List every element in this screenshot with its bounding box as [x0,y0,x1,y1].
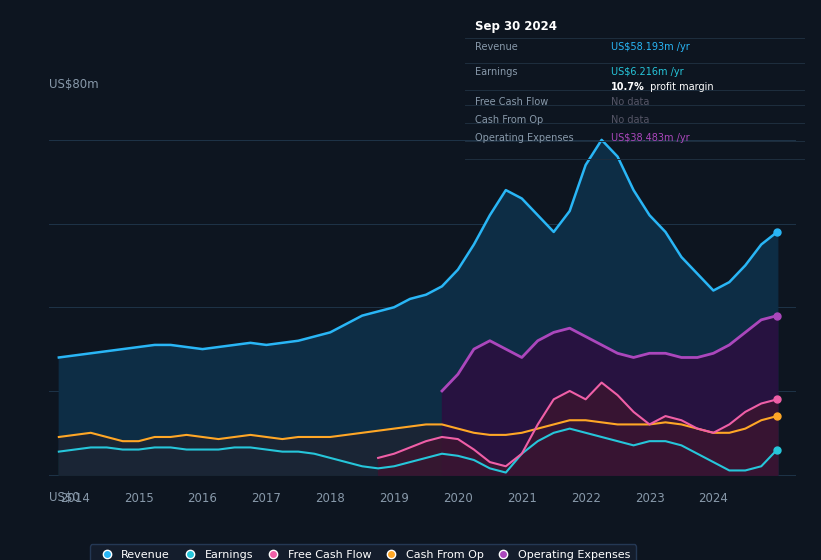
Text: Sep 30 2024: Sep 30 2024 [475,20,557,33]
Text: No data: No data [611,115,649,125]
Text: 10.7%: 10.7% [611,82,645,92]
Text: US$58.193m /yr: US$58.193m /yr [611,43,690,53]
Text: Revenue: Revenue [475,43,518,53]
Text: Free Cash Flow: Free Cash Flow [475,97,548,107]
Text: Cash From Op: Cash From Op [475,115,544,125]
Text: US$0: US$0 [49,491,80,504]
Text: US$6.216m /yr: US$6.216m /yr [611,67,684,77]
Legend: Revenue, Earnings, Free Cash Flow, Cash From Op, Operating Expenses: Revenue, Earnings, Free Cash Flow, Cash … [90,544,635,560]
Text: US$80m: US$80m [49,78,99,91]
Text: No data: No data [611,97,649,107]
Text: Earnings: Earnings [475,67,517,77]
Text: profit margin: profit margin [647,82,713,92]
Text: US$38.483m /yr: US$38.483m /yr [611,133,690,143]
Text: Operating Expenses: Operating Expenses [475,133,574,143]
